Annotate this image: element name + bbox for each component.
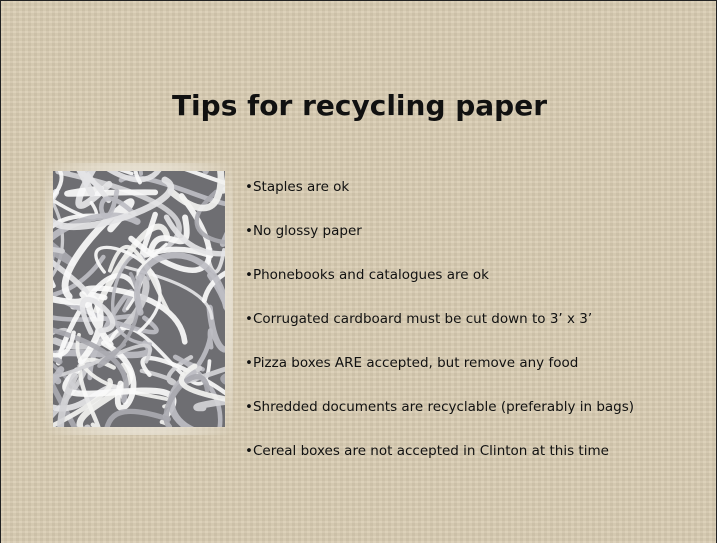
photo-frame <box>45 163 233 435</box>
slide-title: Tips for recycling paper <box>1 89 718 122</box>
bullet-item: •Pizza boxes ARE accepted, but remove an… <box>245 353 634 397</box>
slide: Tips for recycling paper •Staples are ok… <box>0 0 717 543</box>
bullet-item: •Shredded documents are recyclable (pref… <box>245 397 634 441</box>
bullet-item: •Corrugated cardboard must be cut down t… <box>245 309 634 353</box>
bullet-item: •Staples are ok <box>245 177 634 221</box>
bullet-list: •Staples are ok•No glossy paper•Phoneboo… <box>245 177 634 485</box>
bullet-item: •Phonebooks and catalogues are ok <box>245 265 634 309</box>
bullet-item: •No glossy paper <box>245 221 634 265</box>
shredded-paper-photo <box>53 171 225 427</box>
bullet-item: •Cereal boxes are not accepted in Clinto… <box>245 441 634 485</box>
